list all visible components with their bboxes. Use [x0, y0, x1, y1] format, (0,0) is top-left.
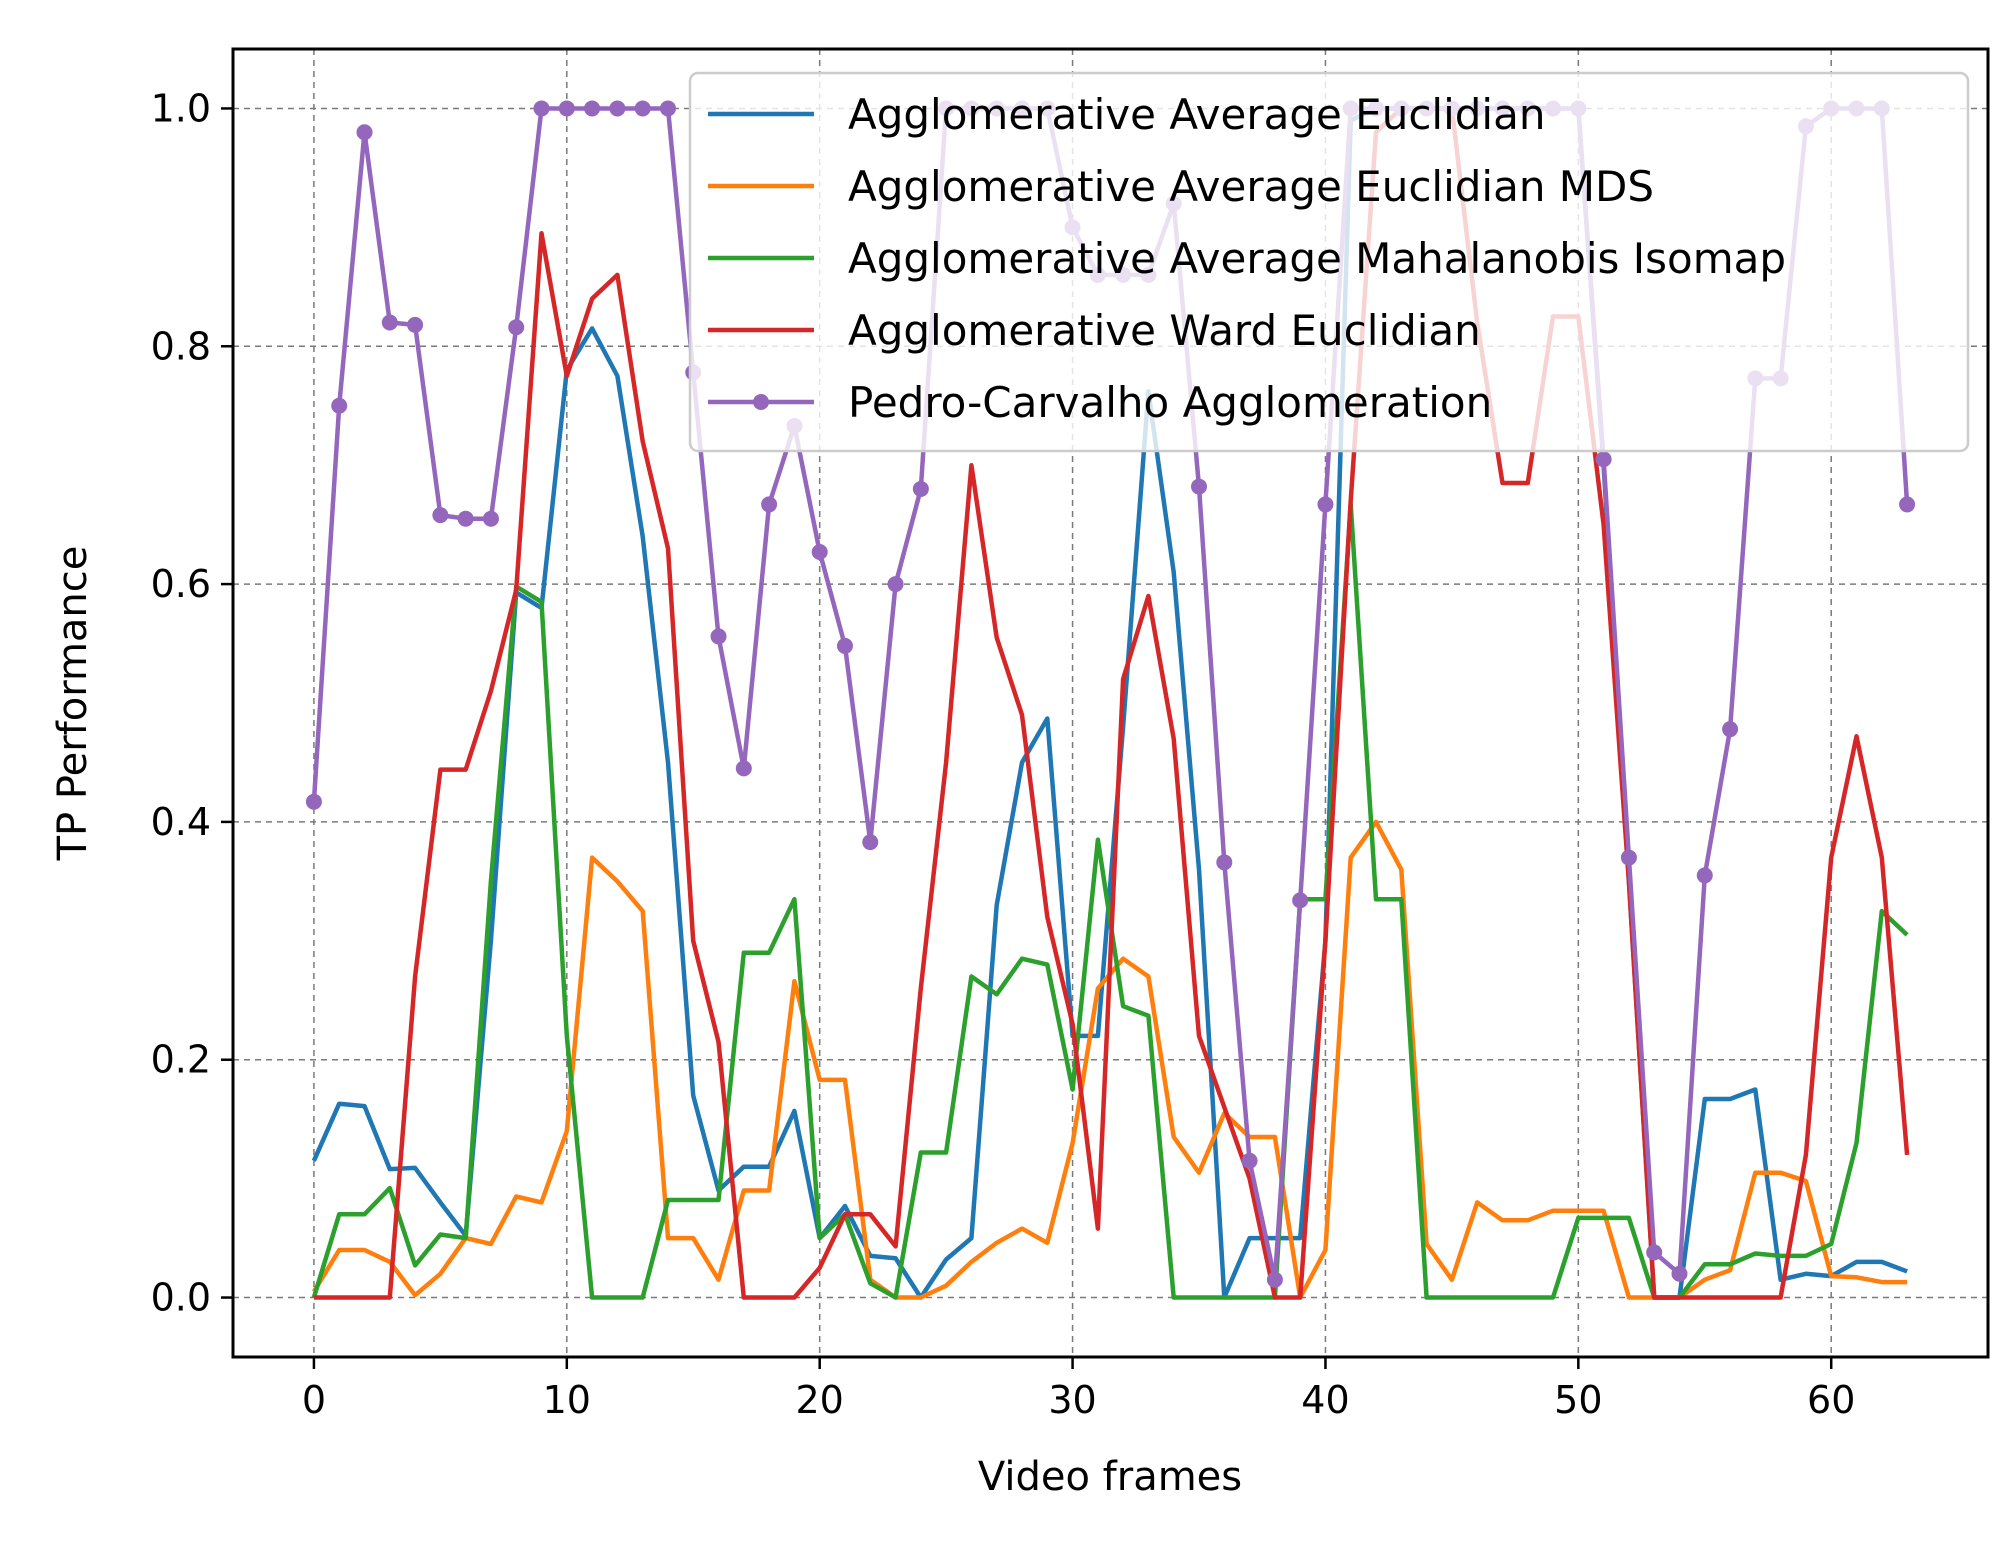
plot-frame: [231, 47, 1990, 1359]
data-point: [761, 496, 778, 513]
legend-label: Agglomerative Ward Euclidian: [848, 306, 1481, 355]
y-tick-label: 1.0: [151, 86, 211, 130]
data-point: [1620, 849, 1637, 866]
legend-label: Agglomerative Average Mahalanobis Isomap: [848, 234, 1786, 283]
data-point: [887, 576, 904, 593]
legend-box: [688, 71, 1970, 453]
data-point: [482, 510, 499, 527]
data-point: [1266, 1271, 1283, 1288]
data-point: [1899, 496, 1916, 513]
data-point: [1671, 1265, 1688, 1282]
data-point: [508, 319, 525, 336]
y-axis-label: TP Performance: [50, 546, 96, 862]
data-point: [862, 834, 879, 851]
data-point: [584, 100, 601, 117]
data-point: [457, 510, 474, 527]
y-tick-label: 0.8: [151, 324, 211, 368]
x-tick-label: 60: [1807, 1378, 1855, 1422]
y-tick-label: 0.2: [151, 1038, 211, 1082]
legend-entry: Agglomerative Average Euclidian MDS: [708, 162, 1654, 211]
x-tick-label: 20: [796, 1378, 844, 1422]
y-tick-label: 0.4: [151, 800, 211, 844]
legend-entry: Agglomerative Average Euclidian: [708, 90, 1545, 139]
legend-label: Pedro-Carvalho Agglomeration: [848, 378, 1492, 427]
legend-entry: Agglomerative Average Mahalanobis Isomap: [708, 234, 1786, 283]
data-point: [1696, 867, 1713, 884]
data-point: [659, 100, 676, 117]
data-point: [836, 637, 853, 654]
data-point: [609, 100, 626, 117]
data-point: [1722, 721, 1739, 738]
x-tick-label: 30: [1048, 1378, 1096, 1422]
legend: Agglomerative Average Euclidian Agglomera…: [688, 71, 1970, 453]
legend-entry: Agglomerative Ward Euclidian: [708, 306, 1481, 355]
data-point: [1191, 478, 1208, 495]
x-axis-label: Video frames: [978, 1454, 1242, 1500]
data-point: [1292, 892, 1309, 909]
data-point: [533, 100, 550, 117]
x-tick-label: 0: [302, 1378, 326, 1422]
data-point: [381, 314, 398, 331]
data-point: [710, 628, 727, 645]
data-point: [634, 100, 651, 117]
legend-label: Agglomerative Average Euclidian MDS: [848, 162, 1654, 211]
x-tick-label: 40: [1301, 1378, 1349, 1422]
data-point: [331, 397, 348, 414]
data-point: [1595, 451, 1612, 468]
data-point: [432, 507, 449, 524]
data-point: [735, 760, 752, 777]
legend-label: Agglomerative Average Euclidian: [848, 90, 1545, 139]
x-tick-label: 50: [1554, 1378, 1602, 1422]
legend-entry: Pedro-Carvalho Agglomeration: [708, 378, 1492, 427]
data-point: [1216, 854, 1233, 871]
data-point: [912, 480, 929, 497]
data-point: [1241, 1152, 1258, 1169]
data-point: [811, 543, 828, 560]
data-point: [558, 100, 575, 117]
data-point: [356, 124, 373, 141]
legend-marker: [753, 394, 769, 410]
data-point: [305, 793, 322, 810]
axis-ticks: 0 10 20 30 40 50 60 0.0 0.2 0.4 0.6 0.8 1.0: [151, 86, 1856, 1422]
x-tick-label: 10: [543, 1378, 591, 1422]
y-tick-label: 0.6: [151, 562, 211, 606]
series-lines: [305, 100, 1916, 1300]
data-point: [1317, 496, 1334, 513]
data-point: [407, 316, 424, 333]
data-point: [1646, 1244, 1663, 1261]
y-tick-label: 0.0: [151, 1276, 211, 1320]
